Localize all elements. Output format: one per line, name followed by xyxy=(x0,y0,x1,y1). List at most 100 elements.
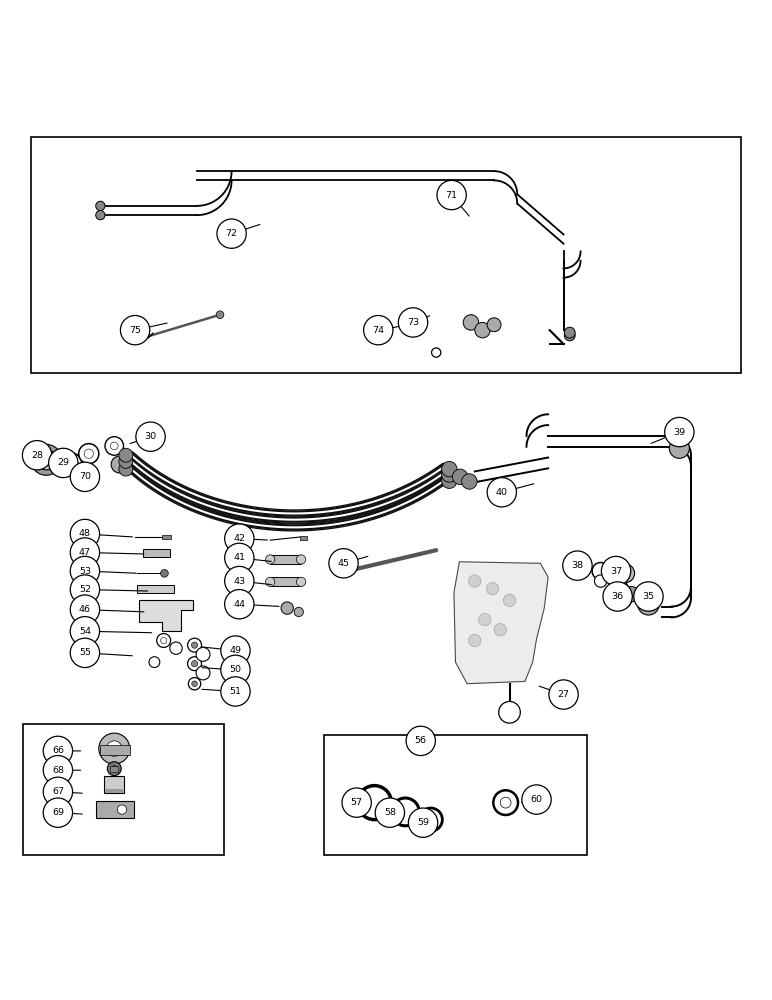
Circle shape xyxy=(487,478,516,507)
Circle shape xyxy=(221,636,250,665)
Circle shape xyxy=(188,678,201,690)
Circle shape xyxy=(296,555,306,564)
Circle shape xyxy=(70,538,100,567)
Circle shape xyxy=(603,582,632,611)
Circle shape xyxy=(31,444,62,475)
Text: 38: 38 xyxy=(571,561,584,570)
Text: 52: 52 xyxy=(79,585,91,594)
Circle shape xyxy=(281,602,293,614)
Circle shape xyxy=(70,595,100,624)
Bar xyxy=(162,535,171,539)
Circle shape xyxy=(294,607,303,617)
Circle shape xyxy=(157,634,171,647)
Circle shape xyxy=(564,327,575,338)
Text: 35: 35 xyxy=(642,592,655,601)
Circle shape xyxy=(119,462,133,476)
Text: 73: 73 xyxy=(407,318,419,327)
Circle shape xyxy=(170,642,182,654)
Circle shape xyxy=(22,441,52,470)
Circle shape xyxy=(60,453,82,475)
Text: 59: 59 xyxy=(417,818,429,827)
Bar xyxy=(31,137,741,373)
Circle shape xyxy=(624,586,639,602)
Text: 41: 41 xyxy=(233,553,245,562)
Text: 60: 60 xyxy=(530,795,543,804)
Text: 30: 30 xyxy=(144,432,157,441)
Circle shape xyxy=(594,575,607,587)
Circle shape xyxy=(70,575,100,604)
Polygon shape xyxy=(139,600,193,631)
Circle shape xyxy=(217,219,246,248)
Circle shape xyxy=(549,680,578,709)
Circle shape xyxy=(357,786,391,820)
Circle shape xyxy=(43,736,73,766)
Circle shape xyxy=(36,450,56,470)
Text: 55: 55 xyxy=(79,648,91,657)
Bar xyxy=(143,549,170,557)
Text: 71: 71 xyxy=(445,191,458,200)
Circle shape xyxy=(225,590,254,619)
Text: 28: 28 xyxy=(31,451,43,460)
Text: 36: 36 xyxy=(611,592,624,601)
Text: 45: 45 xyxy=(337,559,350,568)
Circle shape xyxy=(563,551,592,580)
Circle shape xyxy=(462,474,477,489)
Circle shape xyxy=(105,437,124,455)
Circle shape xyxy=(644,600,653,609)
Text: 46: 46 xyxy=(79,605,91,614)
Circle shape xyxy=(669,427,689,447)
Text: 27: 27 xyxy=(557,690,570,699)
Bar xyxy=(300,536,307,540)
Circle shape xyxy=(564,330,575,341)
Circle shape xyxy=(364,315,393,345)
Text: 69: 69 xyxy=(52,808,64,817)
Circle shape xyxy=(469,634,481,647)
Circle shape xyxy=(196,666,210,680)
Circle shape xyxy=(191,642,198,648)
Text: 66: 66 xyxy=(52,746,64,755)
Bar xyxy=(110,766,118,772)
Text: 43: 43 xyxy=(233,577,245,586)
Circle shape xyxy=(107,741,122,756)
Circle shape xyxy=(475,322,490,338)
Circle shape xyxy=(216,311,224,319)
Circle shape xyxy=(107,762,121,776)
Circle shape xyxy=(419,808,442,831)
Polygon shape xyxy=(454,562,548,684)
Text: 50: 50 xyxy=(229,665,242,674)
Circle shape xyxy=(479,613,491,626)
Circle shape xyxy=(70,462,100,492)
Bar xyxy=(23,724,224,855)
Bar xyxy=(96,801,134,818)
Circle shape xyxy=(70,556,100,586)
Circle shape xyxy=(120,315,150,345)
Circle shape xyxy=(522,785,551,814)
Circle shape xyxy=(225,566,254,596)
Text: 47: 47 xyxy=(79,548,91,557)
Text: 75: 75 xyxy=(129,326,141,335)
Circle shape xyxy=(669,438,689,458)
Circle shape xyxy=(437,180,466,210)
Circle shape xyxy=(70,638,100,668)
Circle shape xyxy=(43,798,73,827)
Bar xyxy=(324,735,587,855)
Circle shape xyxy=(66,458,76,469)
Text: 48: 48 xyxy=(79,529,91,538)
Circle shape xyxy=(119,448,133,462)
Circle shape xyxy=(442,461,457,477)
Circle shape xyxy=(329,549,358,578)
Circle shape xyxy=(665,417,694,447)
Text: 29: 29 xyxy=(57,458,69,467)
Text: 40: 40 xyxy=(496,488,508,497)
Bar xyxy=(137,585,174,593)
Circle shape xyxy=(119,454,133,468)
Circle shape xyxy=(49,448,78,478)
Circle shape xyxy=(592,563,609,580)
Circle shape xyxy=(452,469,468,485)
Circle shape xyxy=(442,467,457,482)
Circle shape xyxy=(266,577,275,586)
Bar xyxy=(100,745,130,755)
Text: 54: 54 xyxy=(79,627,91,636)
Circle shape xyxy=(84,449,93,458)
Circle shape xyxy=(616,593,631,608)
